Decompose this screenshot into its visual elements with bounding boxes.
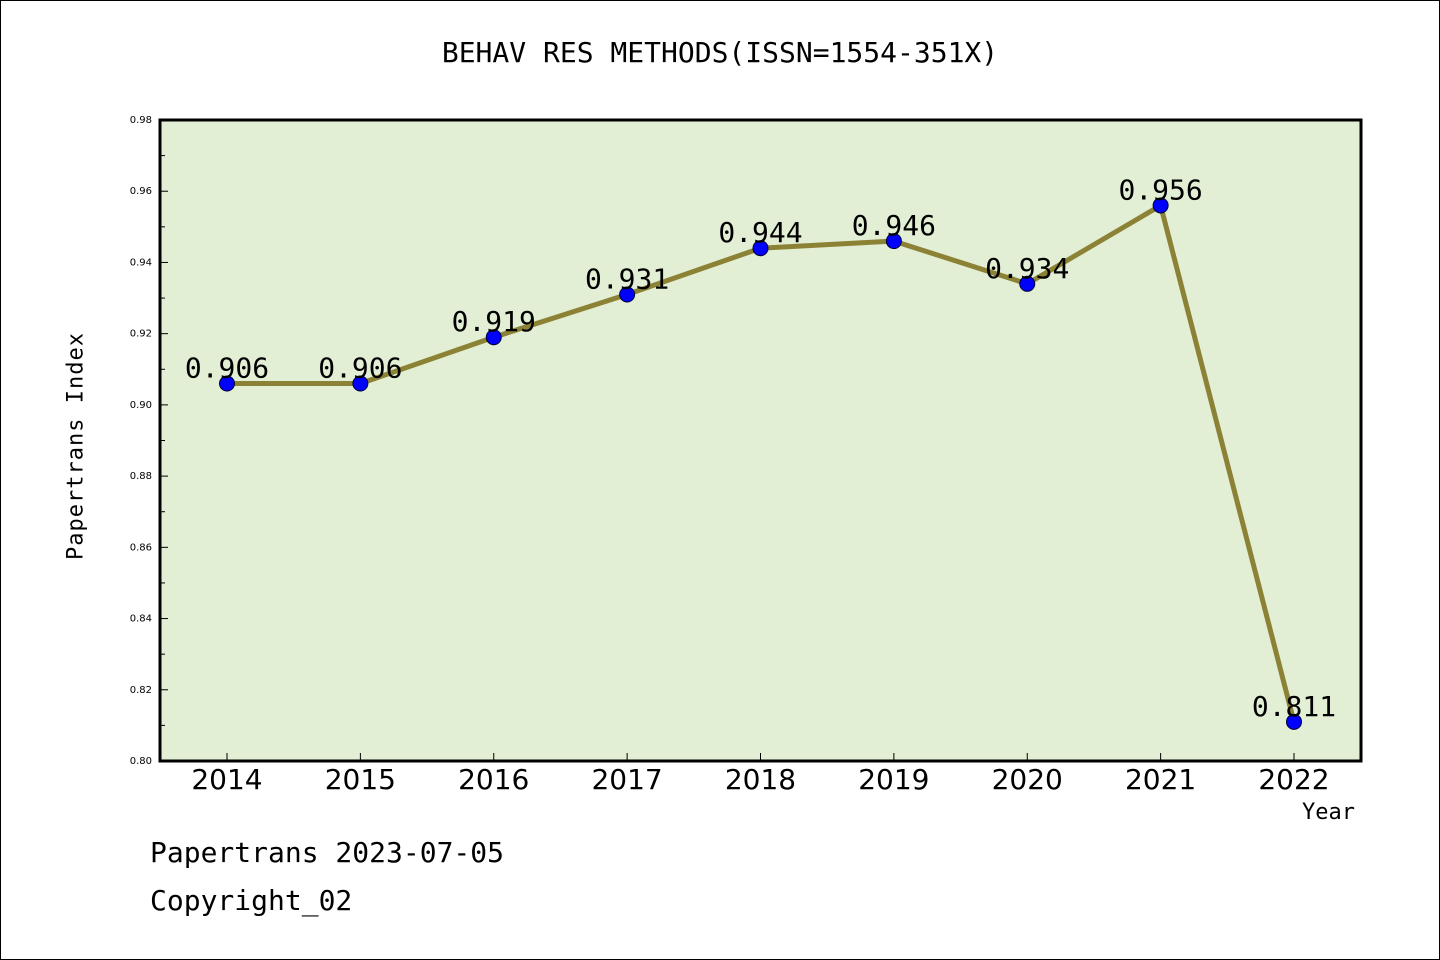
y-axis-label: Papertrans Index <box>63 332 89 560</box>
x-axis-ticks: 2014 2015 2016 2017 2018 2019 2020 2021 2022 <box>191 753 1330 796</box>
data-label: 0.906 <box>185 352 269 385</box>
data-label: 0.956 <box>1118 173 1202 206</box>
y-tick-label: 0.90 <box>130 400 152 411</box>
y-tick-label: 0.98 <box>130 115 152 126</box>
series-markers <box>219 197 1302 730</box>
footer-copyright: Copyright_02 <box>150 884 353 917</box>
data-label: 0.931 <box>585 262 669 295</box>
data-point <box>1152 197 1169 214</box>
data-label: 0.919 <box>452 305 536 338</box>
data-point <box>885 233 902 250</box>
y-tick-label: 0.92 <box>130 329 152 340</box>
x-tick-label: 2016 <box>458 763 529 796</box>
data-point <box>1019 275 1036 292</box>
x-tick-label: 2020 <box>992 763 1063 796</box>
y-axis-ticks: 0.80 0.82 0.84 0.86 0.88 0.90 0.92 0.94 0.96 0.98 <box>130 115 168 767</box>
data-label: 0.906 <box>318 352 402 385</box>
y-tick-label: 0.84 <box>130 614 152 625</box>
footer-date: Papertrans 2023-07-05 <box>150 836 505 869</box>
y-tick-label: 0.86 <box>130 542 152 553</box>
x-tick-label: 2014 <box>191 763 262 796</box>
x-tick-label: 2017 <box>591 763 662 796</box>
y-tick-label: 0.88 <box>130 471 152 482</box>
data-point <box>619 286 636 303</box>
data-label: 0.946 <box>852 209 936 242</box>
x-axis-label: Year <box>1302 800 1355 825</box>
y-tick-label: 0.96 <box>130 186 152 197</box>
data-labels: 0.906 0.906 0.919 0.931 0.944 0.946 0.934 0.956… <box>185 173 1336 722</box>
data-point <box>219 375 235 392</box>
data-point <box>485 329 502 346</box>
data-label: 0.944 <box>718 216 802 249</box>
x-tick-label: 2019 <box>858 763 929 796</box>
chart-title: BEHAV RES METHODS(ISSN=1554-351X) <box>441 36 999 69</box>
x-tick-label: 2021 <box>1125 763 1196 796</box>
x-tick-label: 2022 <box>1258 763 1329 796</box>
plot-border <box>158 118 1363 763</box>
data-point <box>752 240 769 257</box>
x-tick-label: 2015 <box>325 763 396 796</box>
plot-area <box>160 120 1361 761</box>
data-label: 0.934 <box>985 252 1069 285</box>
data-point <box>352 375 369 392</box>
y-tick-label: 0.82 <box>130 685 152 696</box>
data-point <box>1286 713 1302 730</box>
data-label: 0.811 <box>1252 690 1336 723</box>
y-tick-label: 0.94 <box>130 257 152 268</box>
y-tick-label: 0.80 <box>130 756 152 767</box>
x-tick-label: 2018 <box>725 763 796 796</box>
